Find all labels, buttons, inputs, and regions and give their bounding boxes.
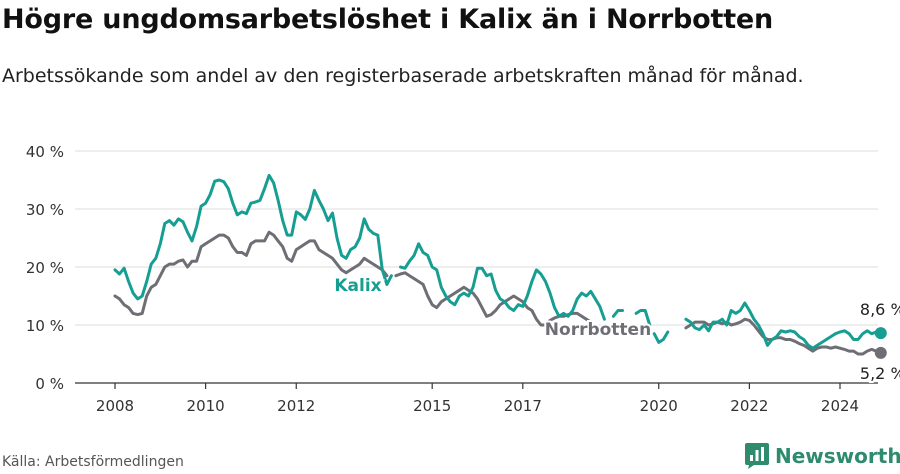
series-lines: [113, 173, 887, 359]
x-tick-label: 2015: [413, 397, 451, 415]
source-note: Källa: Arbetsförmedlingen: [2, 454, 184, 470]
newsworthy-icon: [745, 443, 769, 469]
series-line-kalix: [652, 330, 670, 344]
x-axis: 2008 2010 2012 2015 2017 2020 2022 2024: [75, 382, 878, 415]
series-line-kalix: [611, 309, 624, 318]
y-tick-label: 20 %: [26, 259, 64, 277]
x-tick-label: 2017: [504, 397, 542, 415]
x-tick-label: 2010: [187, 397, 225, 415]
x-tick-label: 2024: [821, 397, 859, 415]
chart-subtitle: Arbetssökande som andel av den registerb…: [2, 65, 804, 87]
brand-logo: Newsworthy: [745, 443, 900, 469]
y-axis-tick-labels: 0 % 10 % 20 % 30 % 40 %: [26, 143, 64, 393]
series-label-norrbotten: Norrbotten: [545, 320, 651, 340]
series-label-kalix: Kalix: [334, 276, 381, 296]
y-tick-label: 30 %: [26, 201, 64, 219]
series-line-kalix: [684, 301, 883, 350]
end-point-norrbotten: [874, 346, 887, 359]
y-tick-label: 10 %: [26, 317, 64, 335]
series-line-kalix: [399, 242, 606, 321]
end-value-norrbotten: 5,2 %: [860, 364, 900, 383]
x-tick-label: 2008: [96, 397, 134, 415]
series-line-kalix: [634, 309, 652, 327]
end-point-kalix: [874, 327, 887, 340]
y-tick-label: 40 %: [26, 143, 64, 161]
x-tick-label: 2020: [640, 397, 678, 415]
x-tick-label: 2012: [277, 397, 315, 415]
brand-name: Newsworthy: [775, 444, 900, 468]
x-tick-label: 2022: [730, 397, 768, 415]
series-labels: Kalix Norrbotten 8,6 % 5,2 %: [332, 274, 900, 385]
end-value-kalix: 8,6 %: [860, 300, 900, 319]
y-tick-label: 0 %: [35, 375, 64, 393]
chart-title: Högre ungdomsarbetslöshet i Kalix än i N…: [2, 4, 774, 35]
series-line-kalix: [113, 173, 393, 301]
series-line-norrbotten: [113, 230, 389, 317]
grid-lines: [75, 150, 878, 326]
